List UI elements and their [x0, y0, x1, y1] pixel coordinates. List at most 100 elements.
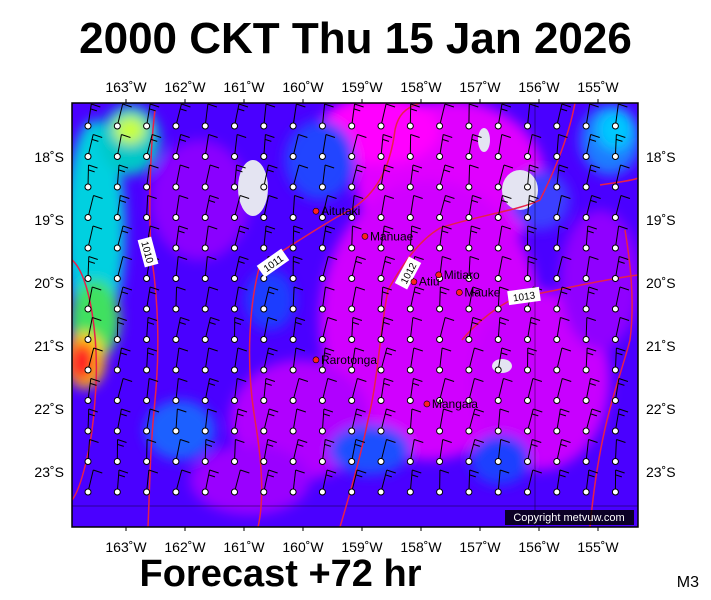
lat-tick-label: 21˚S	[34, 338, 64, 354]
wind-barb	[436, 408, 453, 435]
wind-barb	[289, 103, 306, 130]
lat-tick-label: 19˚S	[646, 212, 676, 228]
wind-barb	[84, 195, 103, 221]
wind-barb	[494, 439, 510, 465]
wind-barb	[260, 378, 276, 404]
wind-barb	[611, 225, 628, 252]
wind-barb	[524, 317, 541, 343]
wind-barb	[260, 469, 278, 496]
wind-barb	[377, 347, 397, 374]
wind-barb	[84, 469, 103, 496]
wind-barb	[377, 195, 394, 221]
svg-text:1013: 1013	[512, 290, 536, 304]
wind-barb	[494, 256, 512, 282]
wind-barb	[436, 103, 455, 130]
wind-barb	[260, 195, 278, 221]
wind-barb	[201, 225, 218, 252]
wind-barb	[318, 256, 338, 282]
wind-barb	[553, 439, 571, 465]
lon-tick-label: 161˚W	[223, 79, 265, 95]
wind-barb	[201, 469, 219, 496]
wind-barb	[201, 286, 219, 313]
wind-barb	[582, 317, 597, 343]
lon-tick-label: 159˚W	[341, 79, 383, 95]
wind-barb	[553, 317, 570, 343]
wind-barb	[289, 225, 303, 252]
lon-tick-label: 159˚W	[341, 539, 383, 555]
svg-text:Copyright metvuw.com: Copyright metvuw.com	[513, 512, 624, 524]
lon-tick-label: 157˚W	[459, 79, 501, 95]
wind-barb	[553, 256, 572, 282]
wind-barb	[260, 103, 276, 130]
wind-barb	[582, 286, 598, 313]
wind-barb	[84, 256, 98, 282]
wind-barb	[553, 103, 572, 130]
wind-barb	[377, 378, 394, 404]
wind-barb	[465, 256, 480, 282]
lat-tick-label: 20˚S	[34, 275, 64, 291]
wind-barb	[143, 164, 159, 191]
wind-barb	[553, 286, 572, 313]
wind-barb	[172, 103, 191, 130]
wind-barb	[611, 286, 630, 313]
wind-barb	[611, 103, 628, 130]
wind-barb	[582, 256, 599, 282]
wind-barb	[406, 408, 422, 435]
place-dot	[361, 233, 369, 240]
wind-barb	[377, 103, 396, 130]
wind-barb	[524, 408, 543, 435]
wind-barb	[231, 164, 246, 191]
wind-barb	[172, 317, 190, 343]
wind-barb	[582, 225, 597, 252]
wind-barb	[260, 439, 277, 465]
wind-barb	[348, 256, 366, 282]
place-dot	[435, 271, 443, 279]
place-aitutaki: Aitutaki	[312, 204, 360, 218]
wind-barb	[611, 256, 629, 282]
axis-ticks: 163˚W 163˚W 162˚W 162˚W 161˚W 161˚W 160˚W 160˚W…	[34, 79, 675, 555]
wind-barb	[289, 286, 304, 313]
place-label: Manuae	[370, 229, 414, 243]
place-mangaia: Mangaia	[423, 397, 478, 411]
wind-barb	[84, 408, 98, 435]
lon-tick-label: 156˚W	[518, 539, 560, 555]
lat-tick-label: 19˚S	[34, 212, 64, 228]
wind-barb	[113, 134, 131, 160]
lon-tick-label: 160˚W	[282, 79, 324, 95]
forecast-label: Forecast +72 hr	[0, 553, 711, 596]
wind-barb	[465, 347, 484, 374]
wind-barb	[524, 103, 539, 130]
wind-barb	[143, 347, 157, 374]
wind-barb	[553, 347, 572, 374]
wind-barb	[84, 134, 103, 160]
wind-barb	[348, 225, 362, 252]
wind-barb	[494, 103, 512, 130]
wind-barb	[465, 195, 482, 221]
wind-barb	[406, 103, 420, 130]
wind-barb	[172, 286, 186, 313]
lon-tick-label: 156˚W	[518, 79, 560, 95]
wind-barb	[465, 408, 484, 435]
lon-tick-label: 158˚W	[400, 79, 442, 95]
wind-barb	[113, 286, 133, 313]
wind-barb	[231, 286, 248, 313]
lat-tick-label: 23˚S	[34, 464, 64, 480]
lon-tick-label: 155˚W	[577, 539, 619, 555]
wind-barb	[260, 286, 279, 313]
wind-barb	[113, 195, 130, 221]
wind-barb	[318, 408, 334, 435]
wind-barb	[143, 134, 162, 160]
wind-barb	[348, 134, 367, 160]
wind-barb	[524, 256, 538, 282]
wind-barb	[348, 469, 367, 496]
lon-tick-label: 158˚W	[400, 539, 442, 555]
wind-barb	[172, 256, 188, 282]
wind-barb	[201, 439, 215, 465]
wind-barb	[172, 164, 190, 191]
wind-barb	[113, 103, 132, 130]
wind-barb	[348, 164, 367, 191]
wind-barb	[611, 164, 630, 191]
wind-barb	[611, 439, 626, 465]
wind-barb	[201, 347, 218, 374]
wind-barb	[289, 378, 309, 404]
